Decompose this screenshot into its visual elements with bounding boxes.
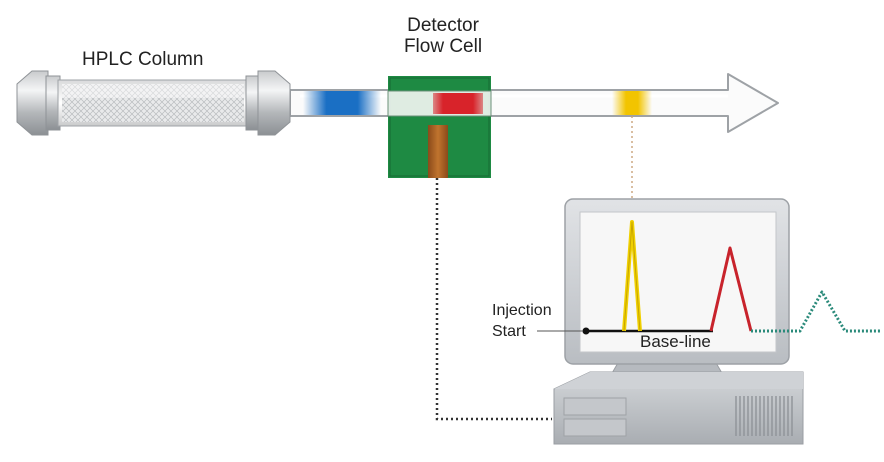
injection-label-line1: Injection <box>492 302 552 319</box>
detector-chip-icon <box>387 76 492 178</box>
chromatogram <box>537 220 880 335</box>
band-blue <box>303 91 381 115</box>
baseline-label: Base-line <box>640 332 711 351</box>
peak-red <box>709 246 753 332</box>
band-yellow <box>612 91 652 115</box>
injection-dot <box>582 327 590 335</box>
detector-label-line2: Flow Cell <box>403 35 483 57</box>
column-cylinder-icon <box>16 70 291 136</box>
detector-label: Detector Flow Cell <box>384 15 502 58</box>
computer-tower-icon <box>553 371 804 445</box>
signal-line <box>435 178 552 421</box>
baseline-dotted <box>751 290 880 333</box>
computer-monitor-icon <box>564 198 790 381</box>
peak-yellow-core <box>623 221 641 332</box>
injection-label-line2: Start <box>492 322 526 340</box>
detector-label-line1: Detector <box>407 15 479 36</box>
injection-start-label: Injection Start <box>492 302 552 340</box>
hplc-column-label: HPLC Column <box>82 49 204 70</box>
